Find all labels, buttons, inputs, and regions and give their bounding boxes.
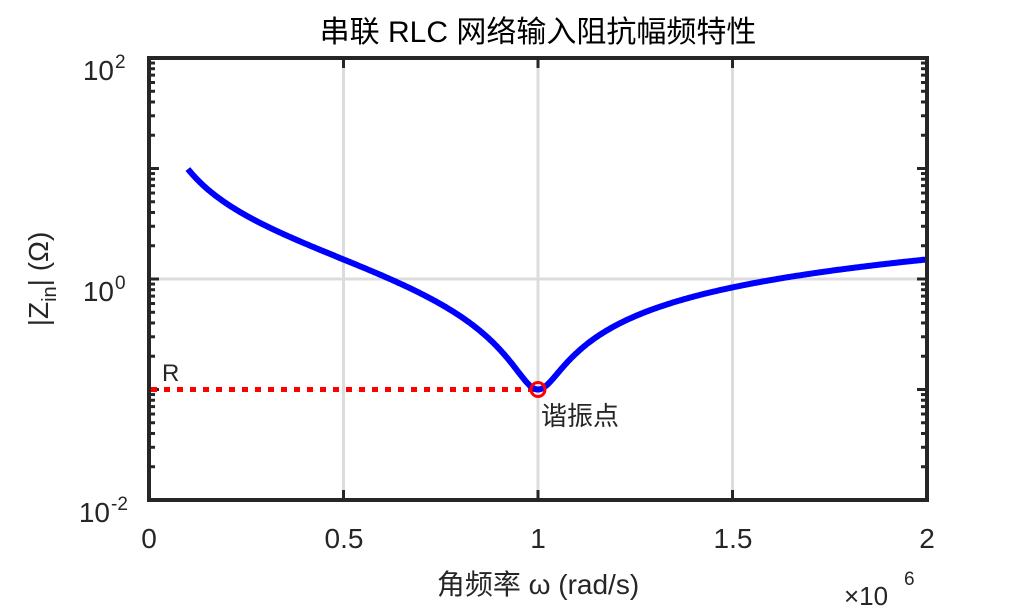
y-tick-exponent: 2 xyxy=(115,52,126,73)
r-label: R xyxy=(162,360,179,387)
svg-text:|Zin| (Ω): |Zin| (Ω) xyxy=(23,232,61,327)
x-tick-label: 0 xyxy=(141,523,157,554)
x-scale-exponent: 6 xyxy=(904,569,915,590)
x-tick-label: 1.5 xyxy=(714,523,753,554)
plot-area xyxy=(147,56,929,502)
y-tick-label: 10 xyxy=(83,276,114,307)
axes-box xyxy=(147,56,929,502)
x-tick-label: 1 xyxy=(530,523,546,554)
resonance-label: 谐振点 xyxy=(541,401,619,431)
x-tick-label: 0.5 xyxy=(325,523,364,554)
impedance-curve xyxy=(185,167,929,393)
x-tick-labels: 0 0.5 1 1.5 2 xyxy=(141,523,935,554)
x-axis-label: 角频率 ω (rad/s) xyxy=(437,569,639,600)
resonance-marker xyxy=(529,381,547,398)
x-scale-factor: ×10 xyxy=(844,581,888,611)
y-tick-label: 10 xyxy=(79,497,110,528)
chart-title: 串联 RLC 网络输入阻抗幅频特性 xyxy=(320,16,757,49)
y-tick-labels: 10 2 10 0 10 -2 xyxy=(79,52,128,528)
y-tick-exponent: 0 xyxy=(115,273,126,294)
y-axis-label: |Zin| (Ω) xyxy=(23,232,61,327)
x-tick-label: 2 xyxy=(919,523,935,554)
y-tick-exponent: -2 xyxy=(111,494,128,515)
y-tick-label: 10 xyxy=(83,55,114,86)
